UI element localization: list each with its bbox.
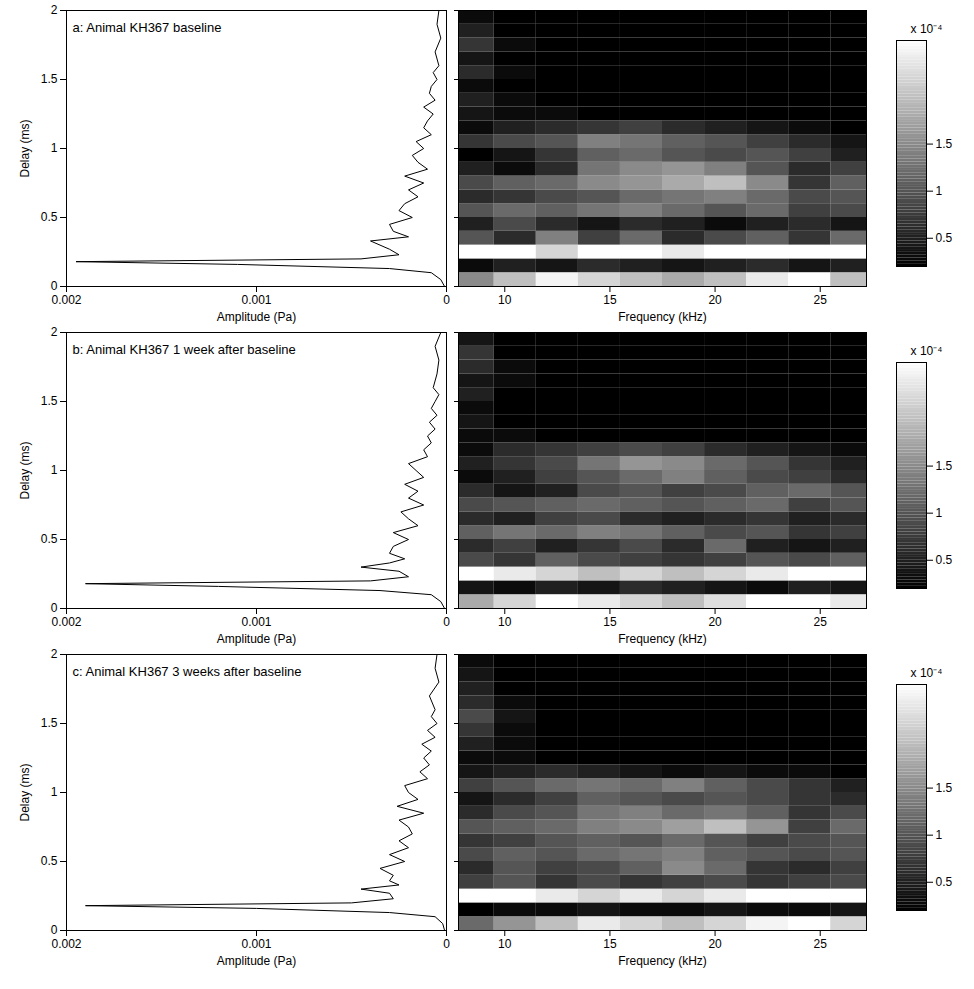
svg-text:20: 20 — [708, 937, 722, 951]
svg-text:1.5: 1.5 — [41, 394, 58, 408]
svg-text:0.002: 0.002 — [51, 615, 81, 629]
svg-text:1: 1 — [51, 463, 58, 477]
svg-text:Amplitude (Pa): Amplitude (Pa) — [217, 954, 296, 968]
svg-text:Frequency (kHz): Frequency (kHz) — [618, 632, 707, 646]
svg-text:0: 0 — [443, 615, 450, 629]
svg-text:20: 20 — [708, 615, 722, 629]
svg-text:1.5: 1.5 — [936, 781, 953, 795]
svg-text:Amplitude (Pa): Amplitude (Pa) — [217, 310, 296, 324]
svg-text:Delay (ms): Delay (ms) — [18, 763, 32, 821]
svg-text:1: 1 — [51, 141, 58, 155]
svg-text:Delay (ms): Delay (ms) — [18, 119, 32, 177]
svg-text:b: Animal KH367 1 week after b: b: Animal KH367 1 week after baseline — [73, 342, 296, 357]
svg-text:Amplitude (Pa): Amplitude (Pa) — [217, 632, 296, 646]
svg-text:0.001: 0.001 — [241, 293, 271, 307]
svg-text:0.5: 0.5 — [41, 854, 58, 868]
svg-text:Frequency (kHz): Frequency (kHz) — [618, 954, 707, 968]
svg-text:10: 10 — [498, 937, 512, 951]
svg-text:x 10⁻⁴: x 10⁻⁴ — [911, 22, 943, 36]
svg-text:15: 15 — [603, 293, 617, 307]
svg-text:0.5: 0.5 — [936, 553, 953, 567]
svg-text:0: 0 — [51, 279, 58, 293]
svg-text:c: Animal KH367 3 weeks after: c: Animal KH367 3 weeks after baseline — [73, 664, 302, 679]
svg-text:Delay (ms): Delay (ms) — [18, 441, 32, 499]
svg-text:a: Animal KH367 baseline: a: Animal KH367 baseline — [73, 20, 222, 35]
svg-text:10: 10 — [498, 615, 512, 629]
svg-text:0.5: 0.5 — [936, 875, 953, 889]
svg-text:1.5: 1.5 — [41, 72, 58, 86]
svg-text:15: 15 — [603, 615, 617, 629]
svg-text:0.001: 0.001 — [241, 937, 271, 951]
svg-text:0.001: 0.001 — [241, 615, 271, 629]
svg-text:0.5: 0.5 — [41, 532, 58, 546]
svg-text:0: 0 — [51, 601, 58, 615]
svg-text:25: 25 — [814, 615, 828, 629]
svg-text:25: 25 — [814, 293, 828, 307]
svg-text:0.002: 0.002 — [51, 293, 81, 307]
svg-text:1.5: 1.5 — [936, 459, 953, 473]
svg-text:2: 2 — [51, 647, 58, 661]
svg-text:1: 1 — [936, 828, 943, 842]
svg-text:1.5: 1.5 — [936, 137, 953, 151]
svg-text:1: 1 — [51, 785, 58, 799]
svg-text:x 10⁻⁴: x 10⁻⁴ — [911, 666, 943, 680]
svg-text:0: 0 — [443, 937, 450, 951]
svg-text:2: 2 — [51, 3, 58, 17]
svg-text:0.5: 0.5 — [41, 210, 58, 224]
svg-text:1: 1 — [936, 184, 943, 198]
svg-text:10: 10 — [498, 293, 512, 307]
svg-text:0: 0 — [443, 293, 450, 307]
svg-text:1.5: 1.5 — [41, 716, 58, 730]
svg-text:20: 20 — [708, 293, 722, 307]
svg-text:1: 1 — [936, 506, 943, 520]
svg-text:x 10⁻⁴: x 10⁻⁴ — [911, 344, 943, 358]
svg-text:0.5: 0.5 — [936, 231, 953, 245]
svg-text:15: 15 — [603, 937, 617, 951]
svg-text:0.002: 0.002 — [51, 937, 81, 951]
svg-text:2: 2 — [51, 325, 58, 339]
svg-text:25: 25 — [814, 937, 828, 951]
svg-text:0: 0 — [51, 923, 58, 937]
svg-text:Frequency (kHz): Frequency (kHz) — [618, 310, 707, 324]
